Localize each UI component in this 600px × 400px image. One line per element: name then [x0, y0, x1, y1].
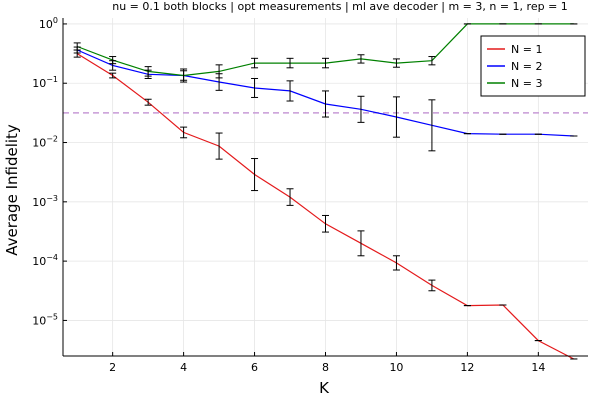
error-bar — [180, 70, 188, 81]
legend-entry: N = 3 — [487, 77, 542, 90]
error-bar — [428, 56, 436, 66]
error-bar — [109, 56, 117, 65]
chart-title: nu = 0.1 both blocks | opt measurements … — [112, 0, 568, 13]
x-tick-label: 10 — [389, 361, 403, 374]
x-tick-labels: 2 4 6 8 10 12 14 — [109, 352, 545, 374]
x-tick-label: 2 — [109, 361, 116, 374]
error-bar — [357, 95, 365, 123]
error-bar — [428, 99, 436, 152]
error-bar — [357, 54, 365, 64]
error-bar — [357, 230, 365, 257]
error-bar — [392, 255, 400, 271]
x-tick-label: 8 — [322, 361, 329, 374]
legend-label: N = 1 — [511, 43, 542, 56]
error-bar — [251, 77, 259, 98]
legend-entry: N = 1 — [487, 43, 542, 56]
legend-entry: N = 2 — [487, 60, 542, 73]
error-bar — [73, 42, 81, 51]
error-bar — [180, 126, 188, 139]
error-bars — [73, 23, 578, 360]
error-bar — [428, 279, 436, 292]
error-bar — [215, 132, 223, 160]
error-bar — [322, 214, 329, 233]
error-bar — [392, 96, 400, 138]
y-tick-label: 10−1 — [32, 75, 58, 90]
y-tick-label: 100 — [39, 16, 58, 31]
x-tick-label: 6 — [251, 361, 258, 374]
y-axis-label: Average Infidelity — [3, 124, 21, 256]
y-tick-label: 10−4 — [32, 253, 58, 268]
error-bar — [144, 66, 152, 77]
error-bar — [109, 72, 117, 79]
error-bar — [322, 57, 329, 69]
error-bar — [286, 57, 294, 69]
x-tick-label: 4 — [180, 361, 187, 374]
error-bar — [286, 188, 294, 206]
legend-label: N = 3 — [511, 77, 542, 90]
error-bar — [215, 64, 223, 79]
error-bar — [286, 80, 294, 102]
error-bar — [251, 158, 259, 192]
error-bar — [322, 90, 329, 118]
x-axis-label: K — [319, 379, 330, 397]
y-tick-label: 10−3 — [32, 194, 58, 209]
y-tick-label: 10−5 — [32, 312, 58, 327]
y-tick-label: 10−2 — [32, 135, 58, 150]
error-bar — [392, 58, 400, 68]
x-tick-label: 14 — [531, 361, 545, 374]
x-tick-label: 12 — [460, 361, 474, 374]
y-tick-labels: 10−5 10−4 10−3 10−2 10−1 100 — [32, 16, 67, 327]
error-bar — [251, 57, 259, 69]
error-bar — [144, 98, 152, 106]
legend-label: N = 2 — [511, 60, 542, 73]
legend: N = 1 N = 2 N = 3 — [480, 35, 586, 97]
